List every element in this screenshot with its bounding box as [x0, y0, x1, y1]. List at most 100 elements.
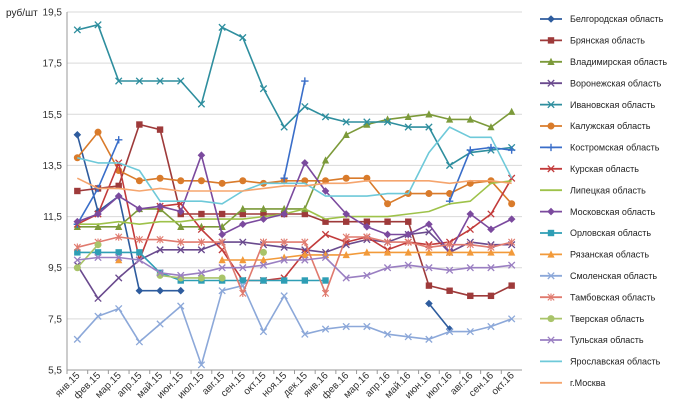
data-point [135, 338, 144, 346]
data-point [321, 289, 330, 297]
y-axis-label: руб/шт [6, 7, 38, 19]
data-point [487, 322, 495, 331]
data-point [404, 238, 412, 246]
data-point [445, 266, 454, 274]
data-point [73, 264, 81, 272]
data-point [363, 322, 371, 331]
legend-item: Белгородская область [540, 14, 664, 24]
data-point [177, 302, 185, 310]
legend-item: Брянская область [540, 36, 645, 46]
series-line [76, 162, 513, 282]
data-point [466, 327, 474, 336]
legend-item: Костромская область [540, 143, 660, 153]
data-point [343, 218, 350, 225]
data-point [197, 225, 206, 234]
data-point [73, 217, 82, 226]
series-layer [73, 21, 516, 369]
data-point [197, 361, 206, 369]
legend-swatch-marker [547, 37, 555, 44]
data-point [259, 261, 268, 269]
series-line [76, 231, 512, 300]
data-point [135, 205, 144, 213]
data-point [363, 223, 371, 231]
data-point [239, 177, 247, 185]
data-point [425, 335, 433, 343]
y-tick-label: 15,5 [43, 110, 63, 121]
data-point [508, 248, 516, 256]
series-15 [73, 241, 267, 282]
data-point [467, 292, 474, 300]
legend-swatch-marker [547, 15, 555, 23]
data-point [73, 243, 81, 251]
data-point [363, 120, 371, 128]
data-point [363, 271, 371, 280]
data-point [363, 248, 371, 256]
data-point [342, 174, 350, 182]
legend-swatch-marker [547, 57, 555, 65]
data-point [384, 218, 391, 225]
data-point [115, 274, 123, 282]
y-tick-label: 19,5 [43, 8, 63, 19]
y-tick-label: 9,5 [48, 263, 62, 274]
series-13 [73, 281, 516, 369]
data-point [301, 210, 309, 218]
y-tick-label: 13,5 [43, 161, 63, 172]
legend-swatch-marker [547, 143, 555, 152]
series-5 [73, 21, 516, 170]
data-point [177, 77, 185, 85]
data-point [177, 246, 185, 254]
data-point [446, 287, 453, 294]
data-point [156, 77, 164, 85]
data-point [446, 115, 454, 123]
legend-label: Владимирская область [570, 57, 667, 67]
series-line [77, 123, 513, 297]
legend-item: Рязанская область [540, 250, 649, 260]
data-point [115, 304, 123, 313]
series-line [76, 131, 513, 205]
data-point [218, 274, 226, 282]
data-point [466, 241, 474, 249]
data-point [425, 110, 433, 118]
data-point [301, 277, 309, 284]
data-point [135, 256, 144, 264]
data-point [405, 218, 412, 225]
data-point [342, 274, 350, 282]
data-point [404, 112, 412, 121]
series-16 [73, 253, 516, 282]
data-point [404, 261, 412, 269]
data-point [383, 264, 392, 272]
data-point [239, 210, 246, 218]
legend-swatch-marker [547, 165, 555, 173]
legend-label: Смоленская область [570, 271, 657, 281]
data-point [487, 243, 495, 251]
legend-label: Брянская область [570, 36, 645, 46]
data-point [425, 243, 433, 251]
data-point [239, 289, 247, 297]
legend-item: Курская область [540, 164, 639, 174]
data-point [259, 248, 267, 256]
legend-item: Владимирская область [540, 57, 667, 67]
legend-item: Ярославская область [540, 357, 661, 367]
data-point [507, 215, 516, 223]
legend-item: Тульская область [540, 335, 644, 345]
data-point [425, 190, 433, 198]
series-18 [76, 177, 512, 192]
data-point [383, 118, 392, 126]
legend-item: Орловская область [540, 228, 651, 238]
series-10 [73, 151, 516, 257]
data-point [425, 220, 433, 229]
data-point [487, 123, 495, 131]
data-point [404, 123, 412, 131]
data-point [94, 21, 102, 29]
data-point [94, 312, 102, 320]
data-point [73, 256, 82, 264]
y-tick-label: 5,5 [48, 366, 62, 377]
data-point [135, 286, 144, 295]
data-point [218, 230, 226, 239]
data-point [218, 256, 226, 264]
data-point [425, 248, 433, 256]
data-point [321, 253, 330, 262]
legend-label: Московская область [570, 207, 655, 217]
